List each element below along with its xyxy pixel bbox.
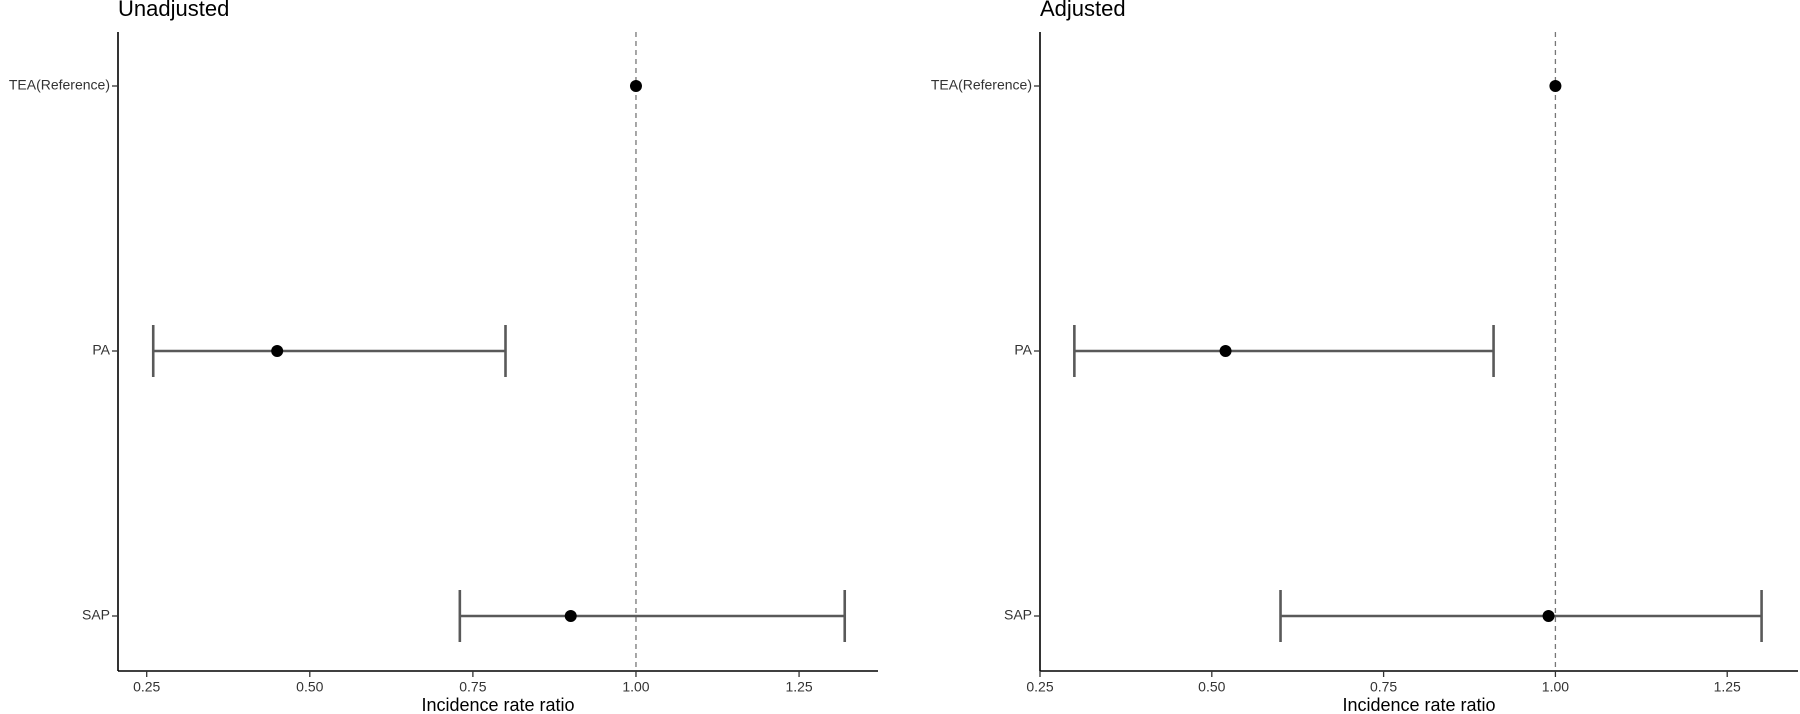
point <box>629 80 642 92</box>
x-tick-label: 1.00 <box>1542 679 1569 695</box>
panel-title: Unadjusted <box>118 0 229 21</box>
point <box>271 345 284 357</box>
point <box>564 610 577 622</box>
point <box>1549 80 1562 92</box>
x-axis-label: Incidence rate ratio <box>421 695 574 714</box>
y-tick-label: TEA(Reference) <box>931 77 1032 93</box>
x-tick-label: 1.25 <box>785 679 812 695</box>
x-axis-label: Incidence rate ratio <box>1342 695 1495 714</box>
panel-title: Adjusted <box>1040 0 1126 21</box>
x-tick-label: 1.25 <box>1714 679 1741 695</box>
point <box>1542 610 1555 622</box>
y-tick-label: TEA(Reference) <box>9 77 110 93</box>
y-tick-label: SAP <box>82 607 110 623</box>
x-tick-label: 0.50 <box>296 679 323 695</box>
x-tick-label: 0.75 <box>1370 679 1397 695</box>
y-tick-label: PA <box>92 342 110 358</box>
y-tick-label: PA <box>1014 342 1032 358</box>
x-tick-label: 1.00 <box>622 679 649 695</box>
point <box>1219 345 1232 357</box>
x-tick-label: 0.25 <box>133 679 160 695</box>
x-tick-label: 0.50 <box>1198 679 1225 695</box>
y-tick-label: SAP <box>1004 607 1032 623</box>
x-tick-label: 0.25 <box>1026 679 1053 695</box>
x-tick-label: 0.75 <box>459 679 486 695</box>
